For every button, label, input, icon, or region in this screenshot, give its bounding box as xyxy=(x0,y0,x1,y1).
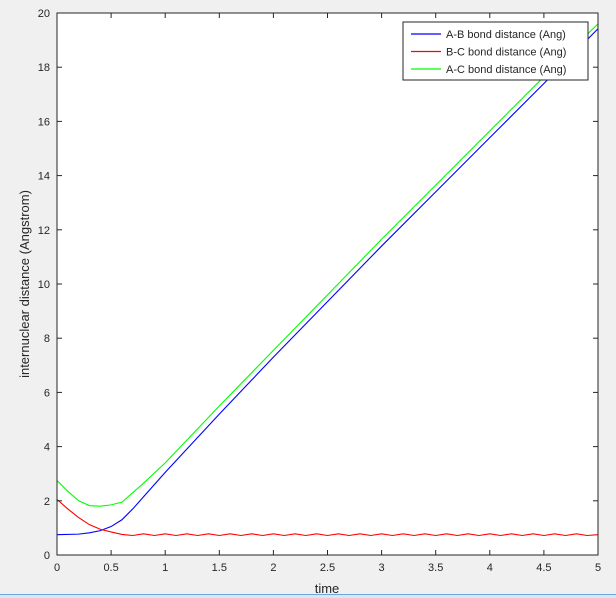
x-axis-label: time xyxy=(315,581,340,596)
y-tick-label: 16 xyxy=(38,116,50,128)
y-tick-label: 14 xyxy=(38,171,50,183)
legend-label: B-C bond distance (Ang) xyxy=(446,47,566,59)
x-tick-label: 1.5 xyxy=(212,562,227,574)
series-line-1 xyxy=(57,499,598,537)
window-bottom-edge xyxy=(0,594,616,598)
y-tick-label: 12 xyxy=(38,225,50,237)
y-tick-label: 4 xyxy=(44,442,50,454)
x-tick-label: 5 xyxy=(595,562,601,574)
x-tick-label: 3.5 xyxy=(428,562,443,574)
x-tick-label: 0.5 xyxy=(103,562,118,574)
x-tick-label: 3 xyxy=(379,562,385,574)
y-tick-label: 8 xyxy=(44,333,50,345)
x-tick-label: 4.5 xyxy=(536,562,551,574)
x-tick-label: 4 xyxy=(487,562,493,574)
legend-label: A-C bond distance (Ang) xyxy=(446,64,566,76)
y-tick-label: 0 xyxy=(44,550,50,562)
series-line-2 xyxy=(57,23,598,507)
legend-label: A-B bond distance (Ang) xyxy=(446,29,566,41)
x-tick-label: 0 xyxy=(54,562,60,574)
y-tick-label: 6 xyxy=(44,387,50,399)
y-axis-label: internuclear distance (Angstrom) xyxy=(17,190,32,378)
x-tick-label: 2.5 xyxy=(320,562,335,574)
series-line-0 xyxy=(57,28,598,536)
x-tick-label: 2 xyxy=(270,562,276,574)
y-tick-label: 10 xyxy=(38,279,50,291)
x-tick-label: 1 xyxy=(162,562,168,574)
y-tick-label: 18 xyxy=(38,62,50,74)
y-tick-label: 2 xyxy=(44,496,50,508)
y-tick-label: 20 xyxy=(38,8,50,20)
legend: A-B bond distance (Ang) B-C bond distance… xyxy=(402,21,589,81)
plot-area xyxy=(57,13,598,555)
